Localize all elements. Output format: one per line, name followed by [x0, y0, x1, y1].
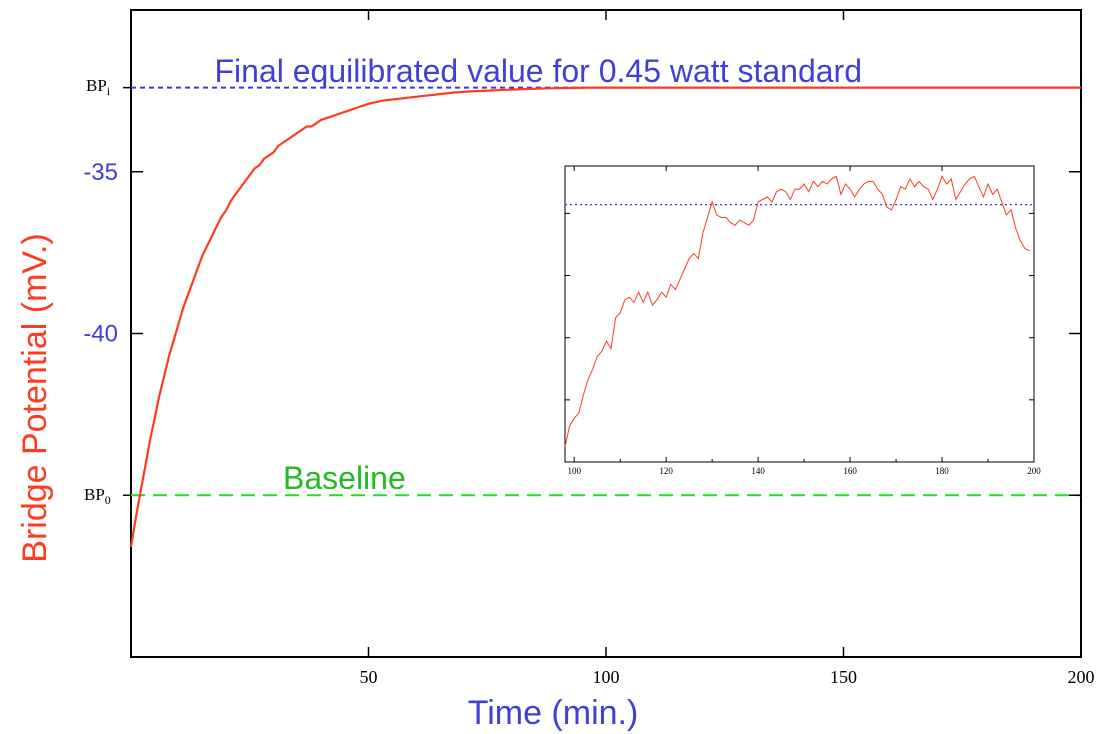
inset-x-tick-label: 160 — [843, 466, 857, 476]
final-annotation: Final equilibrated value for 0.45 watt s… — [215, 53, 863, 89]
x-tick-label: 100 — [593, 667, 620, 687]
inset-x-tick-label: 120 — [659, 466, 673, 476]
inset-x-tick-label: 100 — [567, 466, 581, 476]
x-tick-label: 200 — [1068, 667, 1095, 687]
y-axis-label: Bridge Potential (mV.) — [16, 233, 54, 562]
inset-frame — [564, 165, 1035, 463]
bpi-label: BPi — [86, 76, 111, 98]
main-plot: 50 100 150 200 -35 -40 — [83, 10, 1095, 687]
x-tick-label: 150 — [830, 667, 857, 687]
inset-x-tick-label: 200 — [1027, 466, 1041, 476]
x-tick-label: 50 — [360, 667, 378, 687]
inset-series-line — [564, 175, 1030, 447]
y-tick-label: -40 — [83, 321, 118, 348]
inset-x-tick-label: 140 — [751, 466, 765, 476]
baseline-annotation: Baseline — [283, 460, 406, 496]
series-line — [129, 86, 1081, 548]
inset-x-tick-label: 180 — [935, 466, 949, 476]
y-tick-label: -35 — [83, 159, 118, 186]
bp0-label: BP0 — [84, 485, 111, 507]
inset-plot: 100 120 140 160 180 200 — [564, 166, 1041, 476]
x-axis-label: Time (min.) — [468, 694, 639, 732]
